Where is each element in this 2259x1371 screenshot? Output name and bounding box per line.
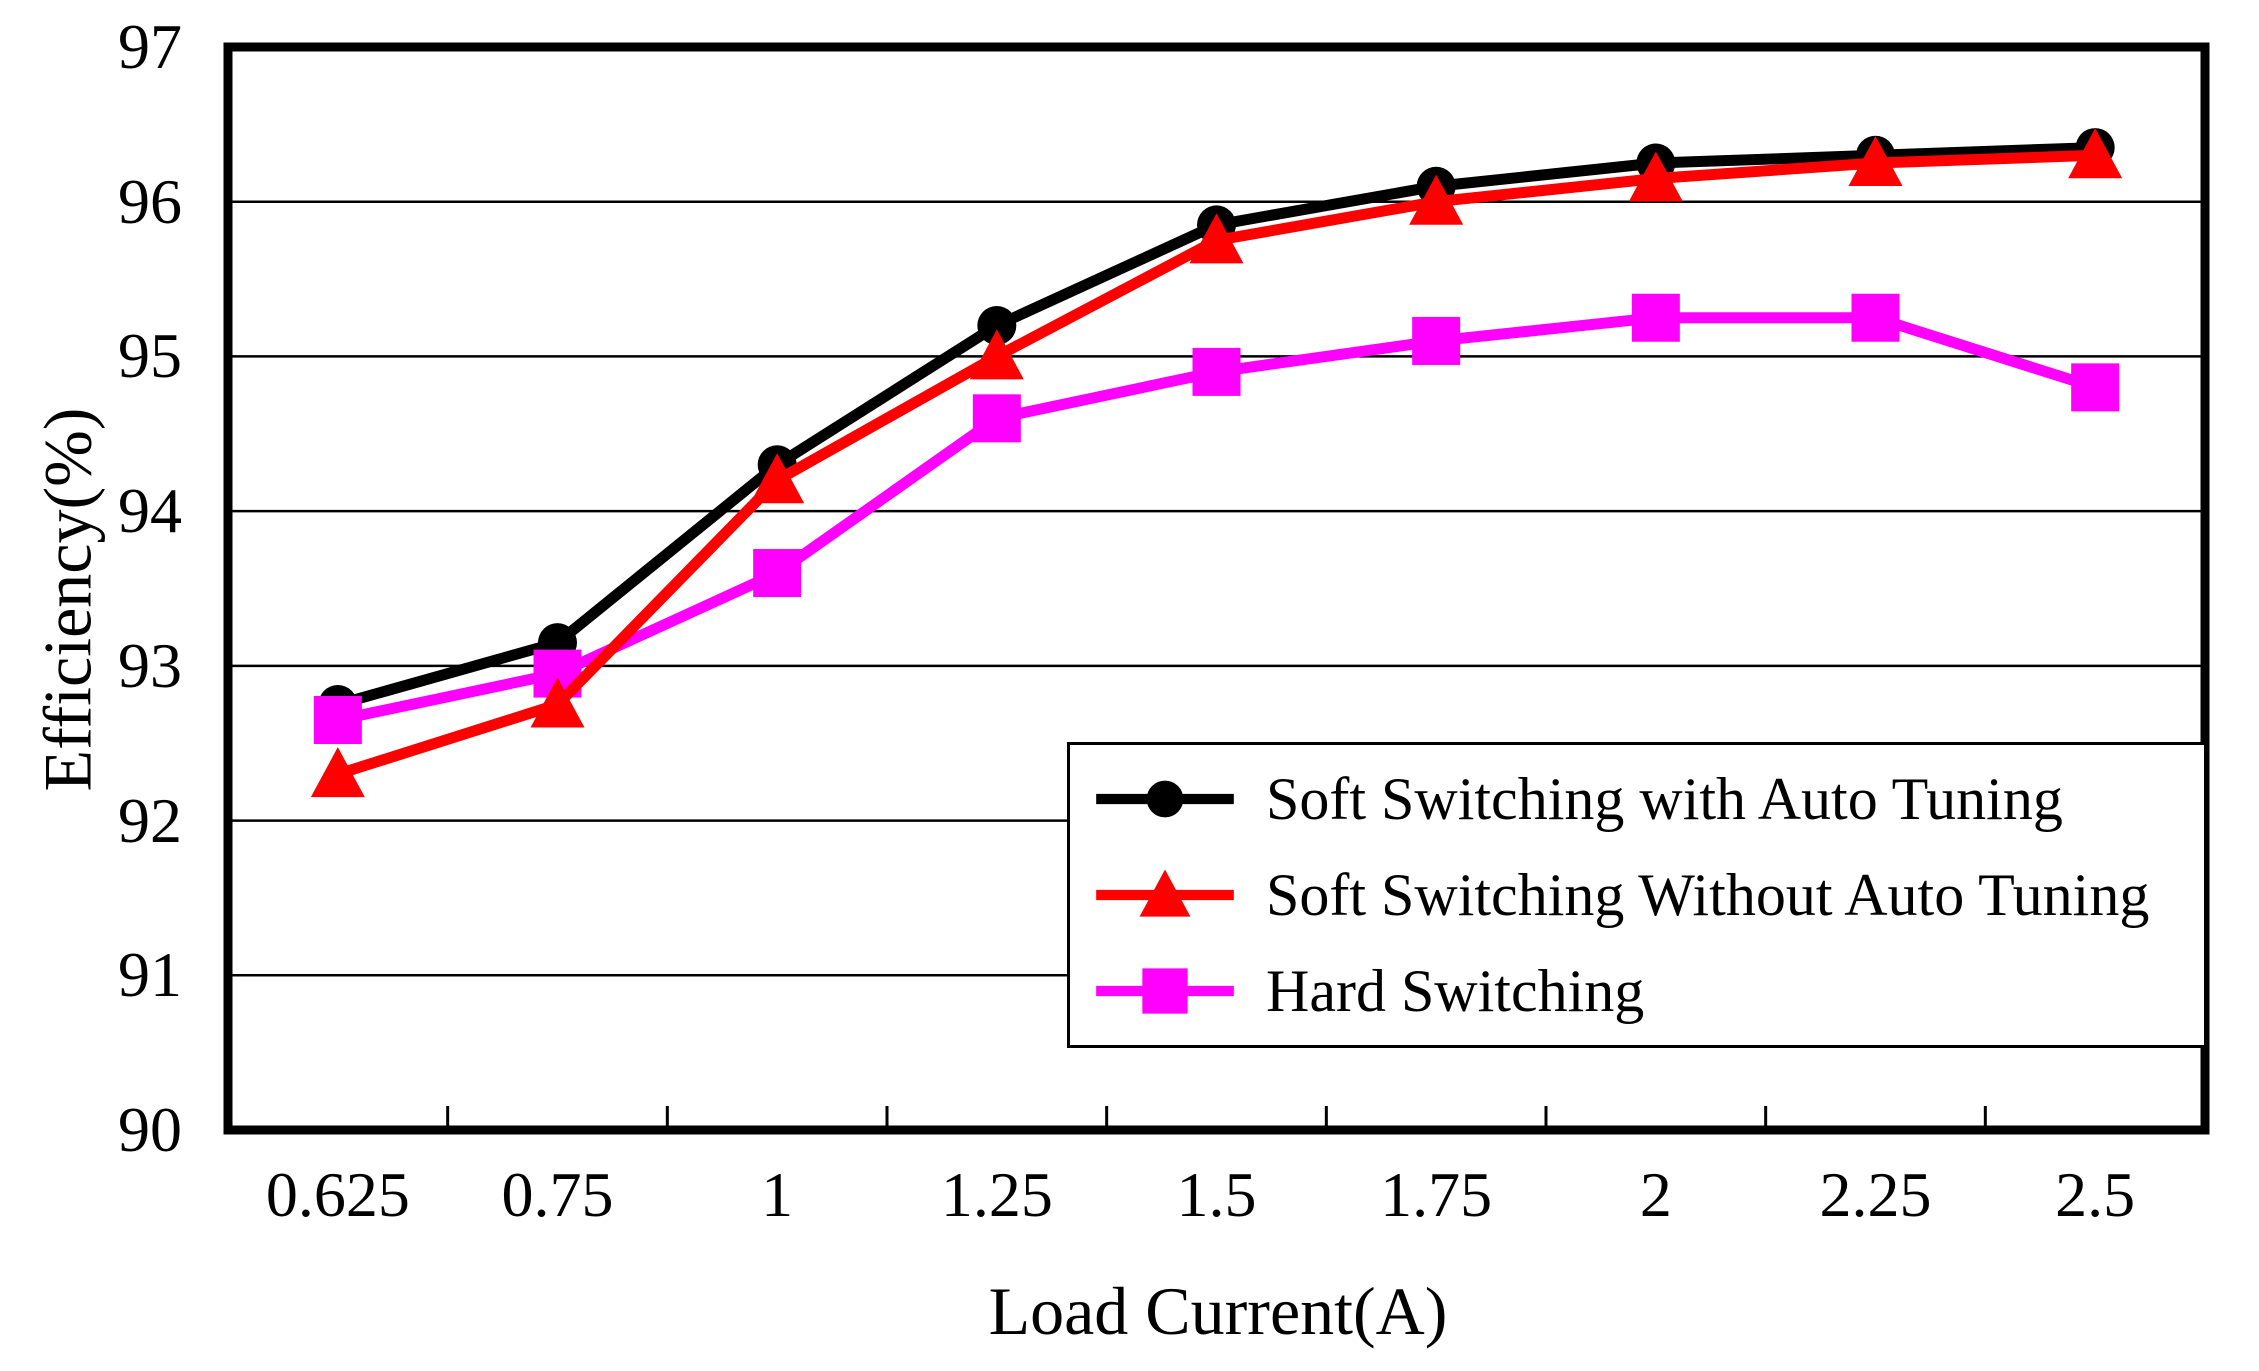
y-axis-tick-label: 94: [118, 475, 182, 547]
legend-label: Hard Switching: [1266, 958, 1645, 1024]
square-marker: [753, 549, 802, 598]
triangle-marker: [1189, 213, 1244, 264]
square-marker: [2071, 363, 2120, 412]
triangle-marker: [310, 747, 365, 798]
triangle-legend-swatch: [1096, 869, 1234, 917]
circle-legend-swatch: [1096, 780, 1234, 818]
circle-marker-icon: [1146, 780, 1184, 818]
x-axis-tick-label: 1.5: [1176, 1159, 1257, 1230]
legend-label: Soft Switching with Auto Tuning: [1266, 766, 2063, 832]
triangle-marker-icon: [1139, 869, 1191, 917]
square-marker: [1412, 316, 1461, 365]
square-marker: [972, 394, 1021, 443]
plot-border: [223, 42, 2210, 1135]
x-axis-tick-label: 1: [761, 1159, 794, 1230]
x-axis-tick-label: 1.25: [940, 1159, 1053, 1230]
legend-item: Hard Switching: [1090, 958, 2198, 1024]
triangle-marker: [1409, 174, 1464, 225]
square-legend-swatch: [1096, 968, 1234, 1014]
square-marker: [1631, 293, 1680, 342]
triangle-marker: [1848, 136, 1903, 187]
x-axis-tick-label: 2.25: [1819, 1159, 1932, 1230]
triangle-marker: [1628, 151, 1683, 202]
x-axis-tick-label: 0.625: [265, 1159, 410, 1230]
triangle-marker: [530, 677, 585, 728]
legend-item: Soft Switching with Auto Tuning: [1090, 766, 2198, 832]
square-marker: [1192, 347, 1241, 396]
y-axis-tick-label: 97: [118, 11, 182, 82]
square-marker: [1851, 293, 1900, 342]
x-axis-tick-label: 1.75: [1380, 1159, 1493, 1230]
triangle-marker: [750, 453, 805, 504]
y-axis-tick-label: 90: [118, 1094, 182, 1165]
legend: Soft Switching with Auto Tuning Soft Swit…: [1067, 742, 2207, 1048]
legend-label: Soft Switching Without Auto Tuning: [1266, 862, 2150, 928]
x-axis-tick-label: 0.75: [501, 1159, 614, 1230]
square-marker-icon: [1142, 968, 1188, 1014]
y-axis-tick-label: 93: [118, 629, 182, 701]
y-axis-tick-label: 91: [118, 939, 182, 1011]
legend-item: Soft Switching Without Auto Tuning: [1090, 862, 2198, 928]
triangle-marker: [2068, 128, 2123, 179]
circle-marker: [977, 305, 1017, 345]
x-axis-title: Load Current(A): [988, 1273, 1448, 1349]
y-axis-tick-label: 92: [118, 784, 182, 856]
triangle-marker: [969, 329, 1024, 380]
x-axis-tick-label: 2.5: [2055, 1159, 2136, 1230]
x-axis-tick-label: 2: [1639, 1159, 1672, 1230]
y-axis-tick-label: 95: [118, 320, 182, 392]
y-axis-tick-label: 96: [118, 165, 182, 237]
square-marker: [313, 696, 362, 745]
